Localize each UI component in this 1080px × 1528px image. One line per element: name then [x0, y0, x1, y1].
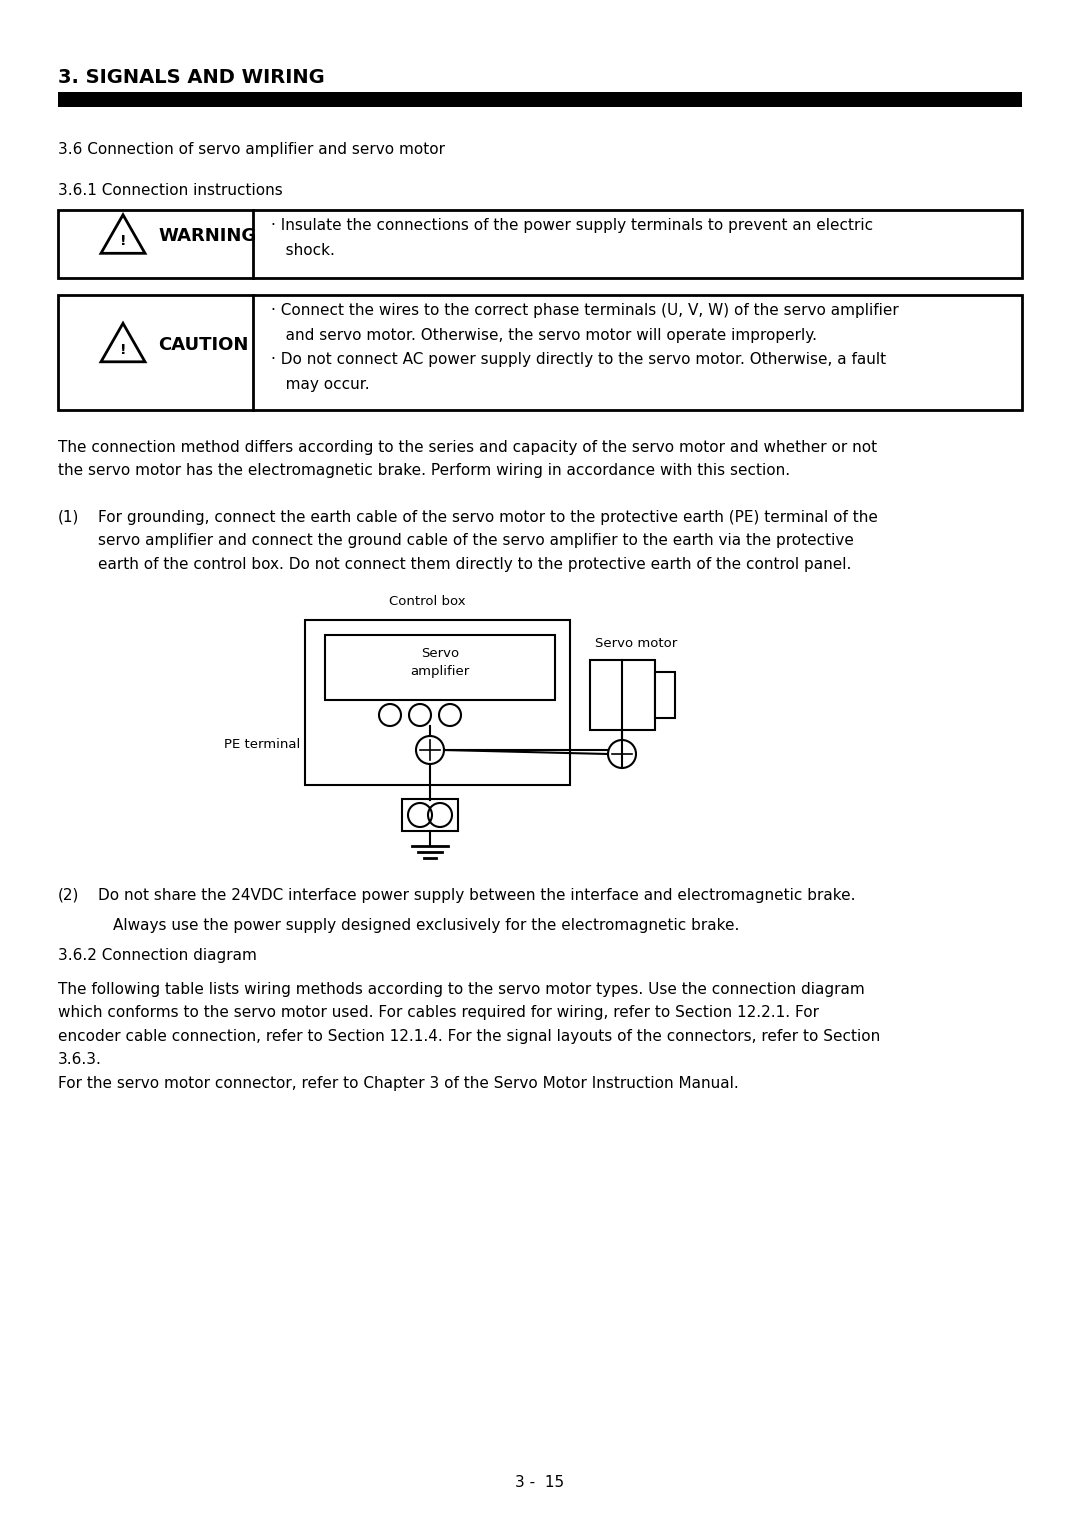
Text: 3.6.2 Connection diagram: 3.6.2 Connection diagram [58, 947, 257, 963]
Text: The following table lists wiring methods according to the servo motor types. Use: The following table lists wiring methods… [58, 983, 880, 1091]
Text: WARNING: WARNING [158, 228, 256, 244]
Bar [58, 295, 1022, 410]
Text: (1): (1) [58, 510, 79, 526]
Text: !: ! [120, 234, 126, 248]
Text: · Connect the wires to the correct phase terminals (U, V, W) of the servo amplif: · Connect the wires to the correct phase… [271, 303, 899, 391]
Bar [590, 660, 654, 730]
Text: 3.6.1 Connection instructions: 3.6.1 Connection instructions [58, 183, 283, 199]
Text: · Insulate the connections of the power supply terminals to prevent an electric
: · Insulate the connections of the power … [271, 219, 873, 258]
Bar [305, 620, 570, 785]
Text: Servo motor: Servo motor [595, 637, 677, 649]
Bar [58, 209, 1022, 278]
Bar [654, 672, 675, 718]
Text: 3.6 Connection of servo amplifier and servo motor: 3.6 Connection of servo amplifier and se… [58, 142, 445, 157]
Text: Servo
amplifier: Servo amplifier [410, 646, 470, 678]
Text: PE terminal: PE terminal [224, 738, 300, 752]
Text: Control box: Control box [389, 594, 465, 608]
Text: For grounding, connect the earth cable of the servo motor to the protective eart: For grounding, connect the earth cable o… [98, 510, 878, 571]
Text: The connection method differs according to the series and capacity of the servo : The connection method differs according … [58, 440, 877, 478]
Text: Always use the power supply designed exclusively for the electromagnetic brake.: Always use the power supply designed exc… [113, 918, 740, 934]
Text: (2): (2) [58, 888, 79, 903]
Bar [325, 636, 555, 700]
Bar [58, 92, 1022, 107]
Text: CAUTION: CAUTION [158, 336, 248, 353]
Text: !: ! [120, 342, 126, 356]
Text: Do not share the 24VDC interface power supply between the interface and electrom: Do not share the 24VDC interface power s… [98, 888, 855, 903]
Bar [402, 799, 458, 831]
Text: 3 -  15: 3 - 15 [515, 1475, 565, 1490]
Text: 3. SIGNALS AND WIRING: 3. SIGNALS AND WIRING [58, 69, 325, 87]
